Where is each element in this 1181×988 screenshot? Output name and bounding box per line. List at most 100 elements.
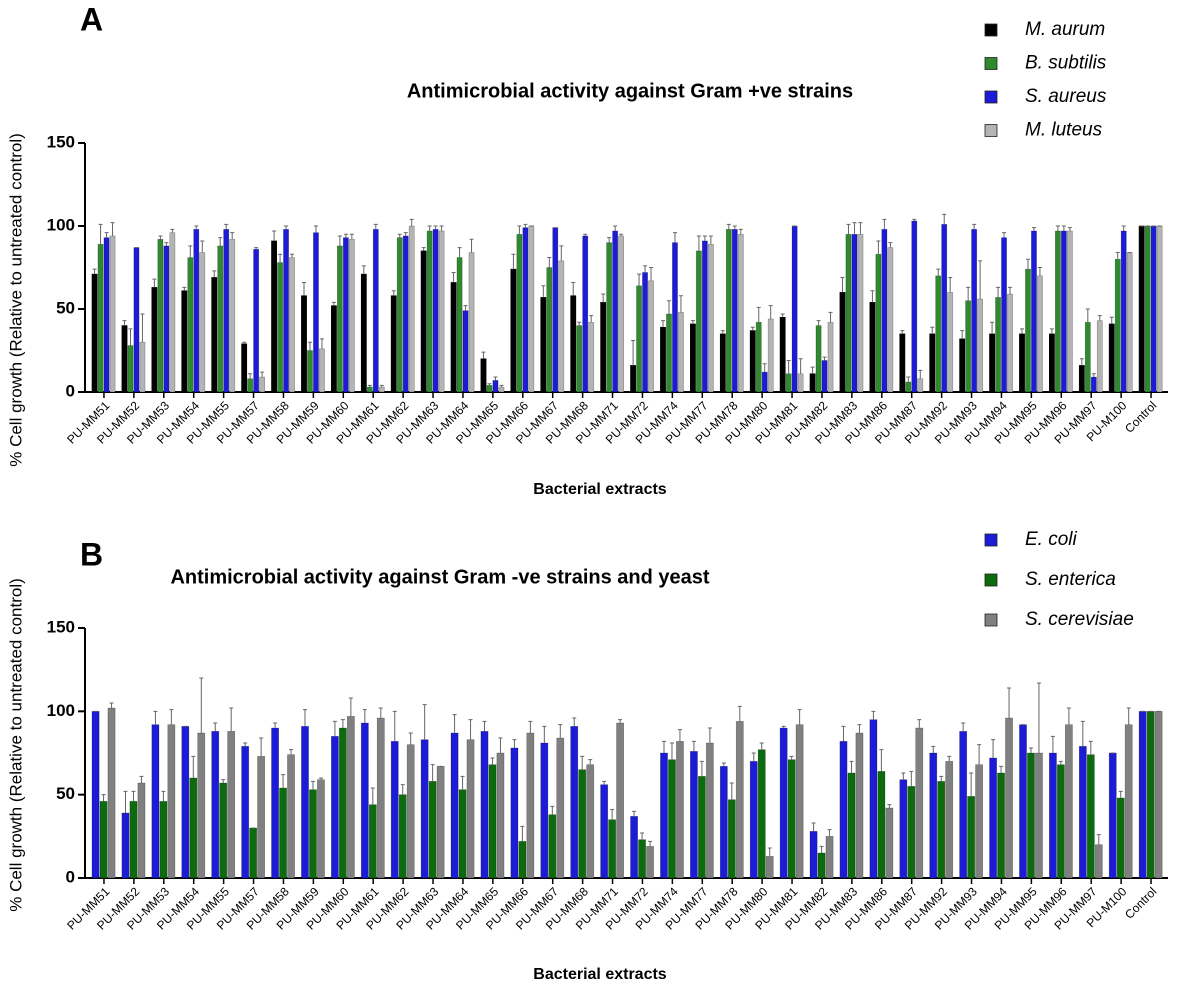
bar bbox=[795, 724, 804, 879]
error-bar bbox=[918, 369, 923, 379]
error-bar bbox=[272, 230, 277, 241]
bar bbox=[271, 727, 279, 879]
error-bar bbox=[678, 295, 683, 313]
bar bbox=[317, 779, 325, 879]
error-bar bbox=[243, 742, 248, 747]
bar bbox=[277, 262, 283, 393]
y-tick-label: 100 bbox=[47, 215, 75, 234]
bar bbox=[1049, 752, 1057, 879]
bar bbox=[91, 273, 98, 393]
bar bbox=[528, 225, 535, 393]
error-bar bbox=[1055, 225, 1060, 231]
bar bbox=[103, 237, 110, 393]
error-bar bbox=[637, 273, 642, 286]
error-bar bbox=[158, 235, 163, 240]
bar bbox=[1138, 711, 1147, 879]
error-bar bbox=[917, 719, 922, 728]
x-tick-label: Control bbox=[1122, 398, 1159, 435]
error-bar bbox=[361, 265, 366, 275]
error-bar bbox=[230, 232, 235, 240]
error-bar bbox=[109, 702, 114, 708]
bar bbox=[672, 242, 678, 393]
error-bar bbox=[882, 218, 887, 230]
legend-label: M. aurum bbox=[1025, 19, 1105, 40]
error-bar bbox=[332, 720, 337, 737]
chart-title: Antimicrobial activity against Gram -ve … bbox=[170, 566, 709, 588]
error-bar bbox=[213, 722, 218, 732]
error-bar bbox=[542, 725, 547, 743]
bar bbox=[839, 292, 846, 393]
bar bbox=[121, 325, 128, 393]
bar bbox=[307, 350, 313, 393]
bar bbox=[678, 312, 684, 393]
bar bbox=[648, 280, 654, 393]
bar bbox=[420, 739, 429, 879]
bar bbox=[676, 741, 684, 879]
bar bbox=[360, 273, 367, 393]
bar bbox=[779, 727, 788, 879]
bar bbox=[1124, 724, 1133, 879]
bar bbox=[193, 229, 200, 393]
bar bbox=[839, 741, 848, 879]
error-bar bbox=[900, 330, 905, 334]
bar bbox=[1060, 230, 1067, 393]
bar bbox=[1066, 230, 1073, 393]
bar bbox=[219, 782, 228, 879]
error-bar bbox=[1025, 258, 1030, 270]
x-axis-label: Bacterial extracts bbox=[533, 966, 667, 983]
bar bbox=[480, 358, 487, 393]
bar bbox=[1108, 752, 1117, 879]
bar bbox=[253, 248, 260, 393]
error-bar bbox=[1061, 225, 1066, 231]
bar bbox=[313, 232, 319, 393]
error-bar bbox=[452, 714, 457, 733]
error-bar bbox=[348, 697, 353, 717]
bar bbox=[737, 234, 744, 393]
error-bar bbox=[558, 724, 563, 738]
bar bbox=[1084, 321, 1091, 393]
bar bbox=[765, 856, 774, 879]
bar bbox=[690, 751, 698, 879]
bar bbox=[510, 268, 517, 393]
error-bar bbox=[750, 326, 755, 331]
error-bar bbox=[397, 233, 402, 238]
bar bbox=[899, 779, 908, 879]
bar bbox=[223, 229, 230, 393]
error-bar bbox=[191, 755, 196, 778]
error-bar bbox=[947, 755, 952, 762]
bar bbox=[301, 726, 309, 879]
error-bar bbox=[123, 790, 128, 813]
bar bbox=[139, 341, 146, 393]
error-bar bbox=[906, 376, 911, 383]
bar bbox=[875, 253, 882, 393]
bar bbox=[376, 717, 385, 879]
bar bbox=[809, 373, 816, 393]
bar bbox=[249, 827, 258, 879]
error-bar bbox=[577, 321, 582, 326]
x-axis-label: Bacterial extracts bbox=[533, 481, 667, 498]
error-bar bbox=[942, 213, 947, 225]
bar bbox=[331, 736, 339, 879]
bar bbox=[905, 381, 912, 393]
bar bbox=[406, 744, 415, 879]
bar bbox=[1055, 230, 1061, 393]
bar bbox=[1154, 711, 1163, 879]
bar bbox=[462, 310, 469, 393]
bar bbox=[109, 235, 116, 393]
bar bbox=[510, 747, 519, 879]
bar bbox=[1086, 754, 1095, 879]
error-bar bbox=[260, 371, 265, 378]
error-bar bbox=[1028, 747, 1033, 753]
bar bbox=[518, 841, 527, 879]
error-bar bbox=[482, 720, 487, 732]
bar bbox=[436, 766, 445, 879]
error-bar bbox=[691, 740, 696, 752]
error-bar bbox=[367, 384, 372, 388]
error-bar bbox=[1037, 267, 1042, 276]
error-bar bbox=[349, 233, 354, 240]
error-bar bbox=[153, 710, 158, 725]
error-bar bbox=[690, 320, 695, 324]
y-tick-label: 100 bbox=[47, 701, 75, 720]
error-bar bbox=[991, 739, 996, 758]
error-bar bbox=[289, 749, 294, 755]
